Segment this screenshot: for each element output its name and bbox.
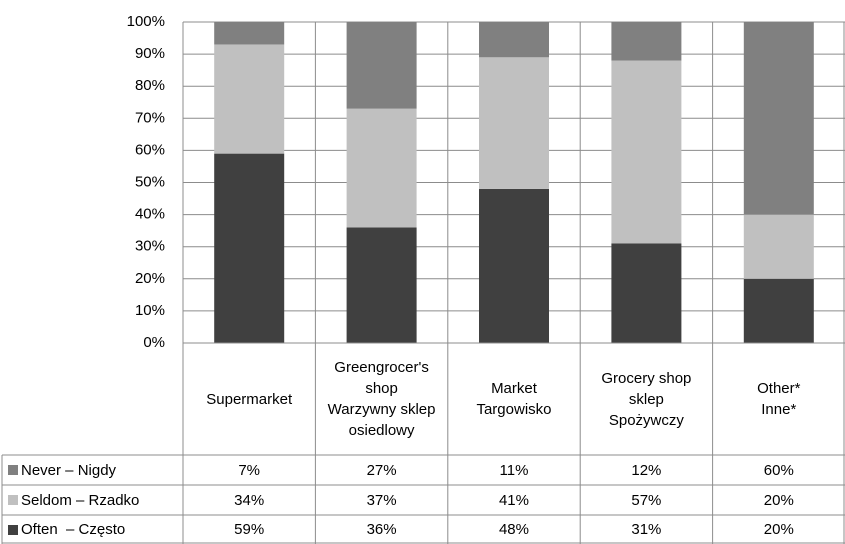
legend-label: Seldom – Rzadko	[21, 491, 140, 509]
legend-entry: Seldom – Rzadko	[2, 485, 183, 515]
legend-swatch	[8, 524, 18, 535]
category-label: Greengrocer's shop Warzywny sklep osiedl…	[327, 359, 436, 439]
legend-label: Often – Często	[21, 521, 126, 538]
value-label: 34%	[234, 491, 265, 509]
bar-segment	[611, 60, 682, 244]
y-tick-label: 90%	[135, 45, 165, 62]
bar-segment	[479, 57, 549, 189]
y-tick-label: 40%	[135, 206, 165, 223]
bar-segment	[346, 22, 417, 109]
value-label: 37%	[366, 491, 397, 509]
value-label: 48%	[498, 521, 529, 538]
y-tick-label: 80%	[135, 77, 165, 94]
bar-segment	[479, 22, 549, 58]
legend-entry: Never – Nigdy	[2, 455, 183, 485]
legend-label: Never – Nigdy	[21, 461, 117, 479]
value-label: 41%	[498, 491, 529, 509]
category-label: Market Targowisko	[476, 380, 552, 418]
y-tick-label: 70%	[135, 109, 165, 126]
bar-segment	[346, 108, 417, 228]
value-label: 57%	[631, 491, 662, 509]
value-label: 7%	[238, 461, 261, 479]
bar-segment	[214, 44, 285, 154]
bar-segment	[214, 22, 285, 45]
category-label: Grocery shop sklep Spożywczy	[601, 369, 692, 429]
y-tick-label: 0%	[143, 334, 165, 351]
bar-segment	[743, 214, 814, 279]
bar-segment	[214, 153, 285, 343]
y-tick-label: 20%	[135, 270, 165, 287]
y-tick-label: 60%	[135, 141, 165, 158]
y-tick-label: 30%	[135, 238, 165, 255]
legend-swatch	[8, 465, 18, 475]
category-label: Supermarket	[206, 390, 293, 408]
legend-entry: Often – Często	[2, 515, 183, 544]
y-tick-label: 100%	[127, 13, 165, 30]
value-label: 60%	[763, 461, 794, 479]
value-label: 11%	[499, 461, 529, 479]
bar-segment	[611, 22, 682, 61]
legend-swatch	[8, 495, 18, 505]
value-label: 20%	[763, 521, 794, 538]
bar-segment	[743, 22, 814, 215]
bar-segment	[479, 188, 549, 343]
value-label: 59%	[234, 521, 265, 538]
y-tick-label: 10%	[135, 302, 165, 319]
y-tick-label: 50%	[135, 173, 165, 190]
bar-segment	[743, 278, 814, 343]
value-label: 36%	[366, 521, 397, 538]
bar-segment	[346, 227, 417, 343]
value-label: 27%	[366, 461, 397, 479]
value-label: 20%	[763, 491, 794, 509]
value-label: 31%	[631, 521, 662, 538]
value-label: 12%	[631, 461, 662, 479]
category-label: Other* Inne*	[757, 380, 801, 418]
bar-segment	[611, 243, 682, 343]
